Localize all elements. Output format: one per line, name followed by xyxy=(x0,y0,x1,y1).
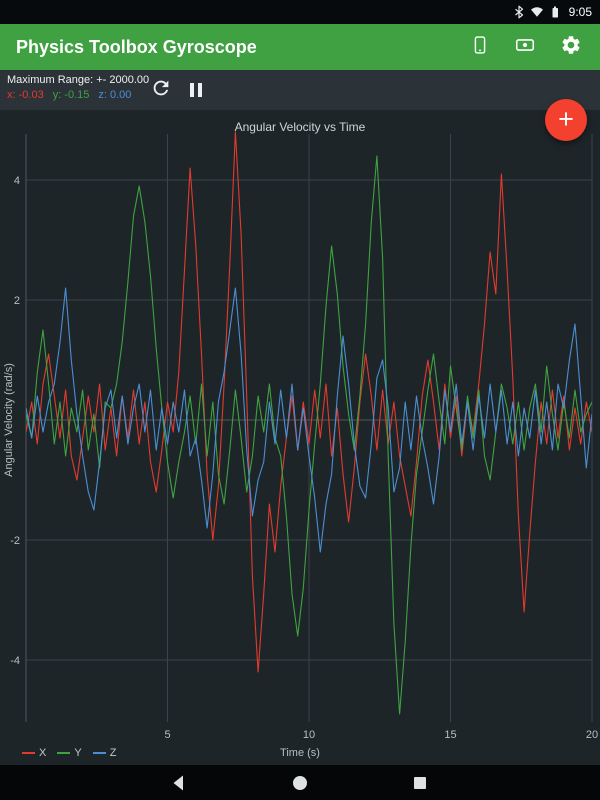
record-icon[interactable] xyxy=(514,34,536,61)
svg-text:4: 4 xyxy=(14,175,20,187)
add-fab-button[interactable]: + xyxy=(545,99,587,141)
status-time: 9:05 xyxy=(568,5,592,19)
svg-text:5: 5 xyxy=(164,729,170,741)
device-icon[interactable] xyxy=(470,34,490,61)
battery-icon xyxy=(550,5,560,19)
gyroscope-line-chart: 4 2 -2 -4 5 10 15 20 xyxy=(10,131,598,741)
settings-icon[interactable] xyxy=(560,34,582,61)
svg-text:20: 20 xyxy=(586,729,598,741)
max-range-label: Maximum Range: +- 2000.00 xyxy=(7,74,150,86)
legend-item-y: Y xyxy=(57,747,82,759)
legend-item-z: Z xyxy=(92,747,116,759)
svg-text:-4: -4 xyxy=(10,655,20,667)
readout-x: x: -0.03 xyxy=(7,89,44,101)
svg-text:-2: -2 xyxy=(10,535,20,547)
pause-icon[interactable] xyxy=(190,83,202,97)
chart-title: Angular Velocity vs Time xyxy=(234,120,366,134)
home-button[interactable] xyxy=(280,768,320,798)
readout-y: y: -0.15 xyxy=(52,89,90,101)
sensor-toolbar: Maximum Range: +- 2000.00 x: -0.03 y: -0… xyxy=(0,70,600,110)
wifi-icon xyxy=(530,6,544,18)
page-title: Physics Toolbox Gyroscope xyxy=(16,36,257,57)
readout-z: z: 0.00 xyxy=(98,89,132,101)
bluetooth-icon xyxy=(514,5,524,19)
svg-text:2: 2 xyxy=(14,295,20,307)
chart-area: 4 2 -2 -4 5 10 15 20 Angular Velocity vs Time A… xyxy=(0,110,600,765)
recents-button[interactable] xyxy=(400,768,440,798)
legend-item-x: X xyxy=(22,747,46,759)
nav-bar xyxy=(0,765,600,800)
reset-icon[interactable] xyxy=(150,77,172,104)
status-bar: 9:05 xyxy=(0,0,600,24)
app-bar: Physics Toolbox Gyroscope xyxy=(0,24,600,70)
x-axis-label: Time (s) xyxy=(280,747,320,759)
back-button[interactable] xyxy=(160,768,200,798)
y-axis-label: Angular Velocity (rad/s) xyxy=(3,363,15,477)
svg-text:15: 15 xyxy=(444,729,456,741)
svg-text:10: 10 xyxy=(303,729,315,741)
